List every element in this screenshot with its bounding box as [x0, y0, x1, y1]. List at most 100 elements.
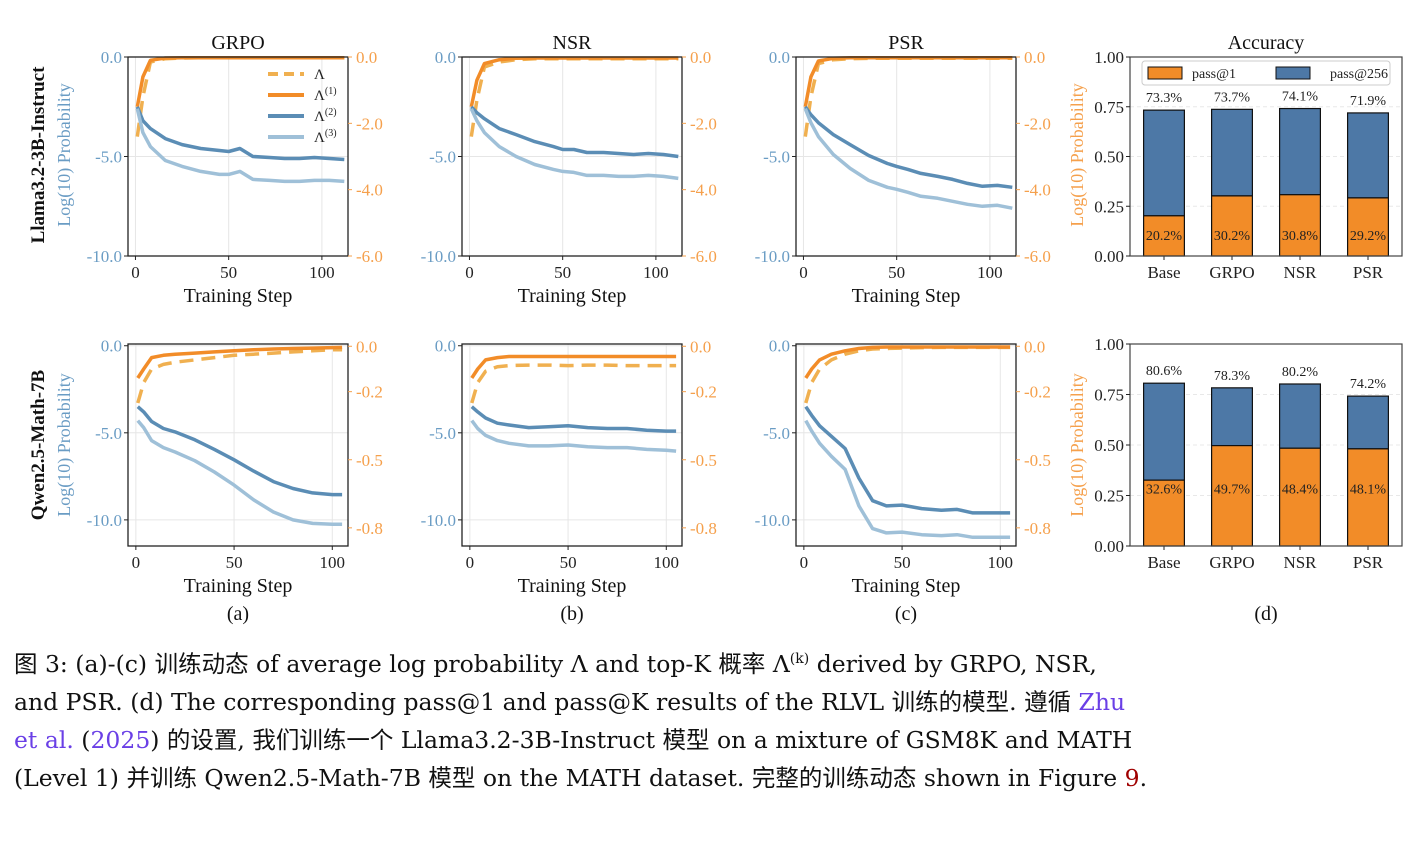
- legend-label: pass@1: [1192, 67, 1236, 82]
- legend-label-superscript: (2): [325, 107, 337, 118]
- bar-pass256: [1142, 382, 1185, 481]
- y-tick-label-right: -4.0: [690, 181, 717, 200]
- chart-llama-grpo: 0.0 -5.0 -10.0 0.0 -2.0 -4.0 -6.0 0 50 100 Trainin…: [87, 32, 383, 307]
- y-tick-label-right: -6.0: [1024, 247, 1051, 266]
- chart-title: PSR: [888, 32, 924, 54]
- chart-llama-accuracy: 73.3% 20.2% Base 73.7% 30.2% GRPO 74.1% 30.8% NS…: [1094, 32, 1403, 282]
- chart-title: GRPO: [211, 32, 264, 54]
- x-tick-label: GRPO: [1209, 263, 1254, 282]
- y-tick-label-right: 0.0: [1024, 337, 1045, 356]
- x-tick-label: 0: [131, 263, 140, 282]
- x-tick-label: 100: [988, 553, 1014, 572]
- y-tick-label-right: -2.0: [690, 114, 717, 133]
- x-axis-label: Training Step: [518, 575, 627, 597]
- citation-link-et-al[interactable]: et al.: [14, 725, 74, 754]
- bar-pass1: [1346, 197, 1389, 257]
- caption-text: and PSR. (d) The corresponding pass@1 an…: [14, 687, 1079, 716]
- chart-qwen-grpo: 0.0 -5.0 -10.0 0.0 -0.2 -0.5 -0.8 0 50 100 Trainin…: [87, 337, 383, 625]
- y-tick-label-left: -5.0: [763, 424, 790, 443]
- data-label-pass256: 74.1%: [1282, 90, 1319, 105]
- x-tick-label: 0: [465, 263, 474, 282]
- y-tick-label-right: 0.0: [356, 337, 377, 356]
- caption-text: ) 的设置, 我们训练一个 Llama3.2-3B-Instruct 模型 on…: [150, 725, 1133, 754]
- data-label-pass256: 78.3%: [1214, 369, 1251, 384]
- plot-frame: [461, 343, 683, 547]
- y-tick-label-right: 0.0: [690, 48, 711, 67]
- caption-line-1: 图 3: (a)-(c) 训练动态 of average log probabi…: [14, 640, 1414, 683]
- y-tick-label-left: -10.0: [421, 247, 456, 266]
- right-y-axis-label: Log(10) Probability: [1067, 83, 1088, 226]
- x-tick-label: Base: [1147, 553, 1180, 572]
- bar-pass1: [1210, 445, 1253, 547]
- x-tick-label: 0: [466, 553, 475, 572]
- plot-frame: [127, 343, 349, 547]
- data-label-pass256: 73.7%: [1214, 90, 1251, 105]
- x-tick-label: 50: [560, 553, 577, 572]
- y-tick-label-left: -10.0: [755, 511, 790, 530]
- series-line-lambda2: [804, 405, 1011, 515]
- y-tick-label: 0.00: [1094, 247, 1124, 266]
- figure-ref-link[interactable]: 9: [1124, 763, 1140, 792]
- y-tick-label-right: -0.2: [690, 383, 717, 402]
- legend-label: pass@256: [1330, 67, 1388, 82]
- caption-text: derived by GRPO, NSR,: [809, 649, 1097, 678]
- legend-label-superscript: (3): [325, 128, 337, 139]
- y-tick-label: 0.75: [1094, 386, 1124, 405]
- series-line-lambda1: [804, 345, 1011, 379]
- x-tick-label: 50: [554, 263, 571, 282]
- x-tick-label: 0: [799, 263, 808, 282]
- y-tick-label: 1.00: [1094, 335, 1124, 354]
- x-axis-label: Training Step: [852, 575, 961, 597]
- y-tick-label-right: 0.0: [356, 48, 377, 67]
- x-tick-label: 100: [977, 263, 1003, 282]
- y-tick-label-left: -10.0: [755, 247, 790, 266]
- y-tick-label-right: -6.0: [690, 247, 717, 266]
- x-tick-label: 100: [309, 263, 335, 282]
- data-label-pass1: 49.7%: [1214, 482, 1251, 497]
- x-tick-label: 50: [888, 263, 905, 282]
- legend-label-text: Λ: [314, 109, 325, 125]
- left-y-axis-label: Log(10) Probability: [54, 373, 75, 516]
- series-line-lambda1: [136, 345, 343, 379]
- series-line-lambda2: [135, 106, 345, 162]
- chart-qwen-nsr: 0.0 -5.0 -10.0 0.0 -0.2 -0.5 -0.8 0 50 100 Trainin…: [421, 337, 717, 625]
- citation-link-year[interactable]: 2025: [90, 725, 151, 754]
- bar-pass256: [1278, 383, 1321, 449]
- bar-pass256: [1346, 112, 1389, 199]
- x-axis-label: Training Step: [518, 285, 627, 307]
- figure-caption: 图 3: (a)-(c) 训练动态 of average log probabi…: [14, 640, 1414, 797]
- chart-qwen-psr: 0.0 -5.0 -10.0 0.0 -0.2 -0.5 -0.8 0 50 100 Trainin…: [755, 337, 1051, 625]
- subfigure-label: (c): [895, 603, 917, 625]
- x-tick-label: 100: [654, 553, 680, 572]
- x-tick-label: GRPO: [1209, 553, 1254, 572]
- y-tick-label-left: 0.0: [435, 337, 456, 356]
- series-line-lambda2: [470, 105, 679, 159]
- x-tick-label: NSR: [1283, 263, 1317, 282]
- y-tick-label-left: 0.0: [769, 48, 790, 67]
- y-tick-label-left: -5.0: [429, 148, 456, 167]
- row-label: Qwen2.5-Math-7B: [28, 369, 49, 520]
- y-tick-label-left: 0.0: [435, 48, 456, 67]
- data-label-pass1: 48.4%: [1282, 482, 1319, 497]
- series-line-lambda: [803, 56, 1013, 137]
- series-line-lambda2: [803, 105, 1013, 190]
- x-tick-label: 0: [132, 553, 141, 572]
- series-line-lambda3: [803, 108, 1013, 210]
- x-axis-label: Training Step: [184, 285, 293, 307]
- y-tick-label-left: 0.0: [101, 337, 122, 356]
- y-tick-label-left: 0.0: [769, 337, 790, 356]
- chart-llama-psr: 0.0 -5.0 -10.0 0.0 -2.0 -4.0 -6.0 0 50 100 Trainin…: [755, 32, 1051, 307]
- y-tick-label: 0.50: [1094, 436, 1124, 455]
- y-tick-label-left: -10.0: [87, 247, 122, 266]
- bar-pass256: [1210, 108, 1253, 197]
- citation-link-zhu[interactable]: Zhu: [1078, 687, 1126, 716]
- chart-llama-nsr: 0.0 -5.0 -10.0 0.0 -2.0 -4.0 -6.0 0 50 100 Trainin…: [421, 32, 717, 307]
- legend-label-superscript: (1): [325, 86, 337, 97]
- x-tick-label: 0: [800, 553, 809, 572]
- y-tick-label-left: -5.0: [763, 148, 790, 167]
- y-tick-label-right: -0.5: [690, 451, 717, 470]
- x-tick-label: NSR: [1283, 553, 1317, 572]
- left-y-axis-label: Log(10) Probability: [54, 83, 75, 226]
- series-line-lambda1: [803, 55, 1013, 108]
- caption-superscript: (k): [789, 651, 810, 667]
